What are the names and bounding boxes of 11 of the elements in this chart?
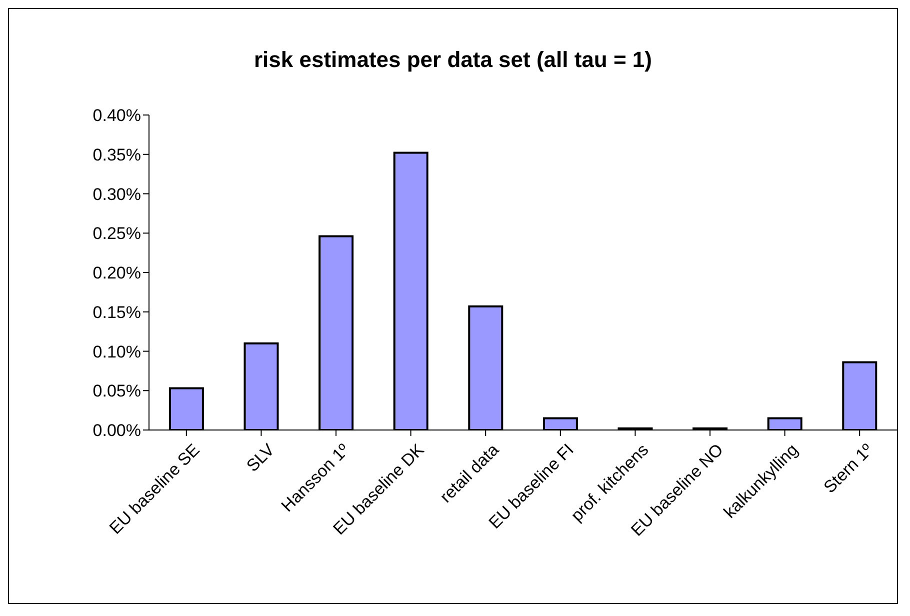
y-tick-label: 0.20%	[92, 264, 141, 283]
y-tick-label: 0.30%	[92, 184, 141, 204]
y-tick-label: 0.40%	[92, 106, 141, 126]
y-tick-label: 0.35%	[92, 145, 141, 164]
x-tick-label: SLV	[242, 440, 279, 476]
y-tick-label: 0.05%	[92, 382, 141, 401]
chart-title: risk estimates per data set (all tau = 1)	[252, 47, 653, 73]
y-tick-label: 0.15%	[92, 302, 141, 322]
y-tick-label: 0.00%	[92, 421, 141, 440]
y-tick-label: 0.10%	[92, 342, 141, 362]
y-tick-label: 0.25%	[92, 224, 141, 244]
